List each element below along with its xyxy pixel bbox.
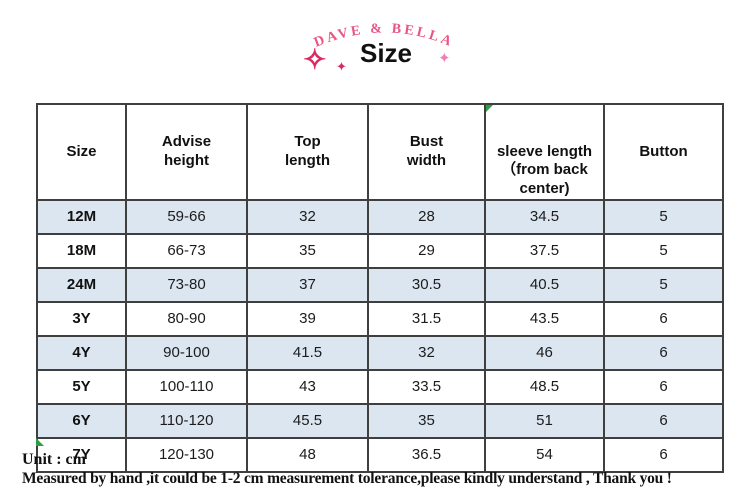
col-header-sleeve-length: sleeve length （from back center) (484, 103, 605, 201)
table-cell: 120-130 (125, 436, 248, 473)
table-cell: 5 (603, 198, 724, 235)
table-cell: 6 (603, 368, 724, 405)
col-header-size: Size (36, 103, 127, 201)
table-cell: 6 (603, 300, 724, 337)
row-size-label: 18M (36, 232, 127, 269)
row-size-label: 6Y (36, 402, 127, 439)
cell-corner-marker (486, 105, 493, 112)
table-row: 18M 66-73 35 29 37.5 5 (36, 232, 724, 269)
col-header-bust-width: Bust width (367, 103, 486, 201)
table-cell: 33.5 (367, 368, 486, 405)
table-cell: 35 (367, 402, 486, 439)
row-size-label: 24M (36, 266, 127, 303)
table-cell: 32 (246, 198, 369, 235)
table-row: 24M 73-80 37 30.5 40.5 5 (36, 266, 724, 303)
table-cell: 34.5 (484, 198, 605, 235)
tolerance-note: Measured by hand ,it could be 1-2 cm mea… (22, 469, 672, 487)
row-size-label: 3Y (36, 300, 127, 337)
table-corner-marker (36, 438, 44, 446)
row-size-label: 7Y (36, 436, 127, 473)
table-row: 5Y 100-110 43 33.5 48.5 6 (36, 368, 724, 405)
table-cell: 40.5 (484, 266, 605, 303)
size-table: Size Advise height Top length Bust width… (36, 103, 724, 473)
row-size-label: 12M (36, 198, 127, 235)
table-cell: 80-90 (125, 300, 248, 337)
table-row: 6Y 110-120 45.5 35 51 6 (36, 402, 724, 439)
table-cell: 31.5 (367, 300, 486, 337)
footer-notes: Unit : cm Measured by hand ,it could be … (22, 451, 672, 488)
table-cell: 41.5 (246, 334, 369, 371)
table-cell: 43.5 (484, 300, 605, 337)
table-cell: 110-120 (125, 402, 248, 439)
table-cell: 5 (603, 266, 724, 303)
col-header-button: Button (603, 103, 724, 201)
sparkle-icon: ✦ (336, 59, 347, 74)
table-cell: 6 (603, 436, 724, 473)
brand-arc: DAVE & BELLA (312, 21, 453, 50)
table-cell: 36.5 (367, 436, 486, 473)
sparkle-icon: ✧ (303, 44, 327, 75)
row-size-label: 4Y (36, 334, 127, 371)
unit-label: Unit : cm (22, 451, 86, 468)
table-cell: 43 (246, 368, 369, 405)
table-cell: 46 (484, 334, 605, 371)
table-cell: 39 (246, 300, 369, 337)
table-cell: 5 (603, 232, 724, 269)
table-cell: 6 (603, 334, 724, 371)
table-cell: 30.5 (367, 266, 486, 303)
table-cell: 45.5 (246, 402, 369, 439)
table-row: 3Y 80-90 39 31.5 43.5 6 (36, 300, 724, 337)
table-cell: 35 (246, 232, 369, 269)
table-cell: 37.5 (484, 232, 605, 269)
table-cell: 66-73 (125, 232, 248, 269)
col-header-advise-height: Advise height (125, 103, 248, 201)
col-header-top-length: Top length (246, 103, 369, 201)
table-cell: 48.5 (484, 368, 605, 405)
table-cell: 29 (367, 232, 486, 269)
row-size-label: 5Y (36, 368, 127, 405)
table-cell: 6 (603, 402, 724, 439)
table-cell: 48 (246, 436, 369, 473)
table-cell: 37 (246, 266, 369, 303)
table-cell: 100-110 (125, 368, 248, 405)
col-header-sleeve-length-label: sleeve length （from back center) (496, 142, 593, 198)
table-cell: 28 (367, 198, 486, 235)
table-cell: 90-100 (125, 334, 248, 371)
table-cell: 59-66 (125, 198, 248, 235)
table-cell: 32 (367, 334, 486, 371)
table-cell: 54 (484, 436, 605, 473)
table-row: 4Y 90-100 41.5 32 46 6 (36, 334, 724, 371)
sparkle-icon: ✦ (438, 50, 451, 67)
page-title: Size (359, 38, 413, 68)
table-cell: 51 (484, 402, 605, 439)
header-row: Size Advise height Top length Bust width… (36, 103, 724, 201)
table-row: 7Y 120-130 48 36.5 54 6 (36, 436, 724, 473)
table-row: 12M 59-66 32 28 34.5 5 (36, 198, 724, 235)
table-cell: 73-80 (125, 266, 248, 303)
